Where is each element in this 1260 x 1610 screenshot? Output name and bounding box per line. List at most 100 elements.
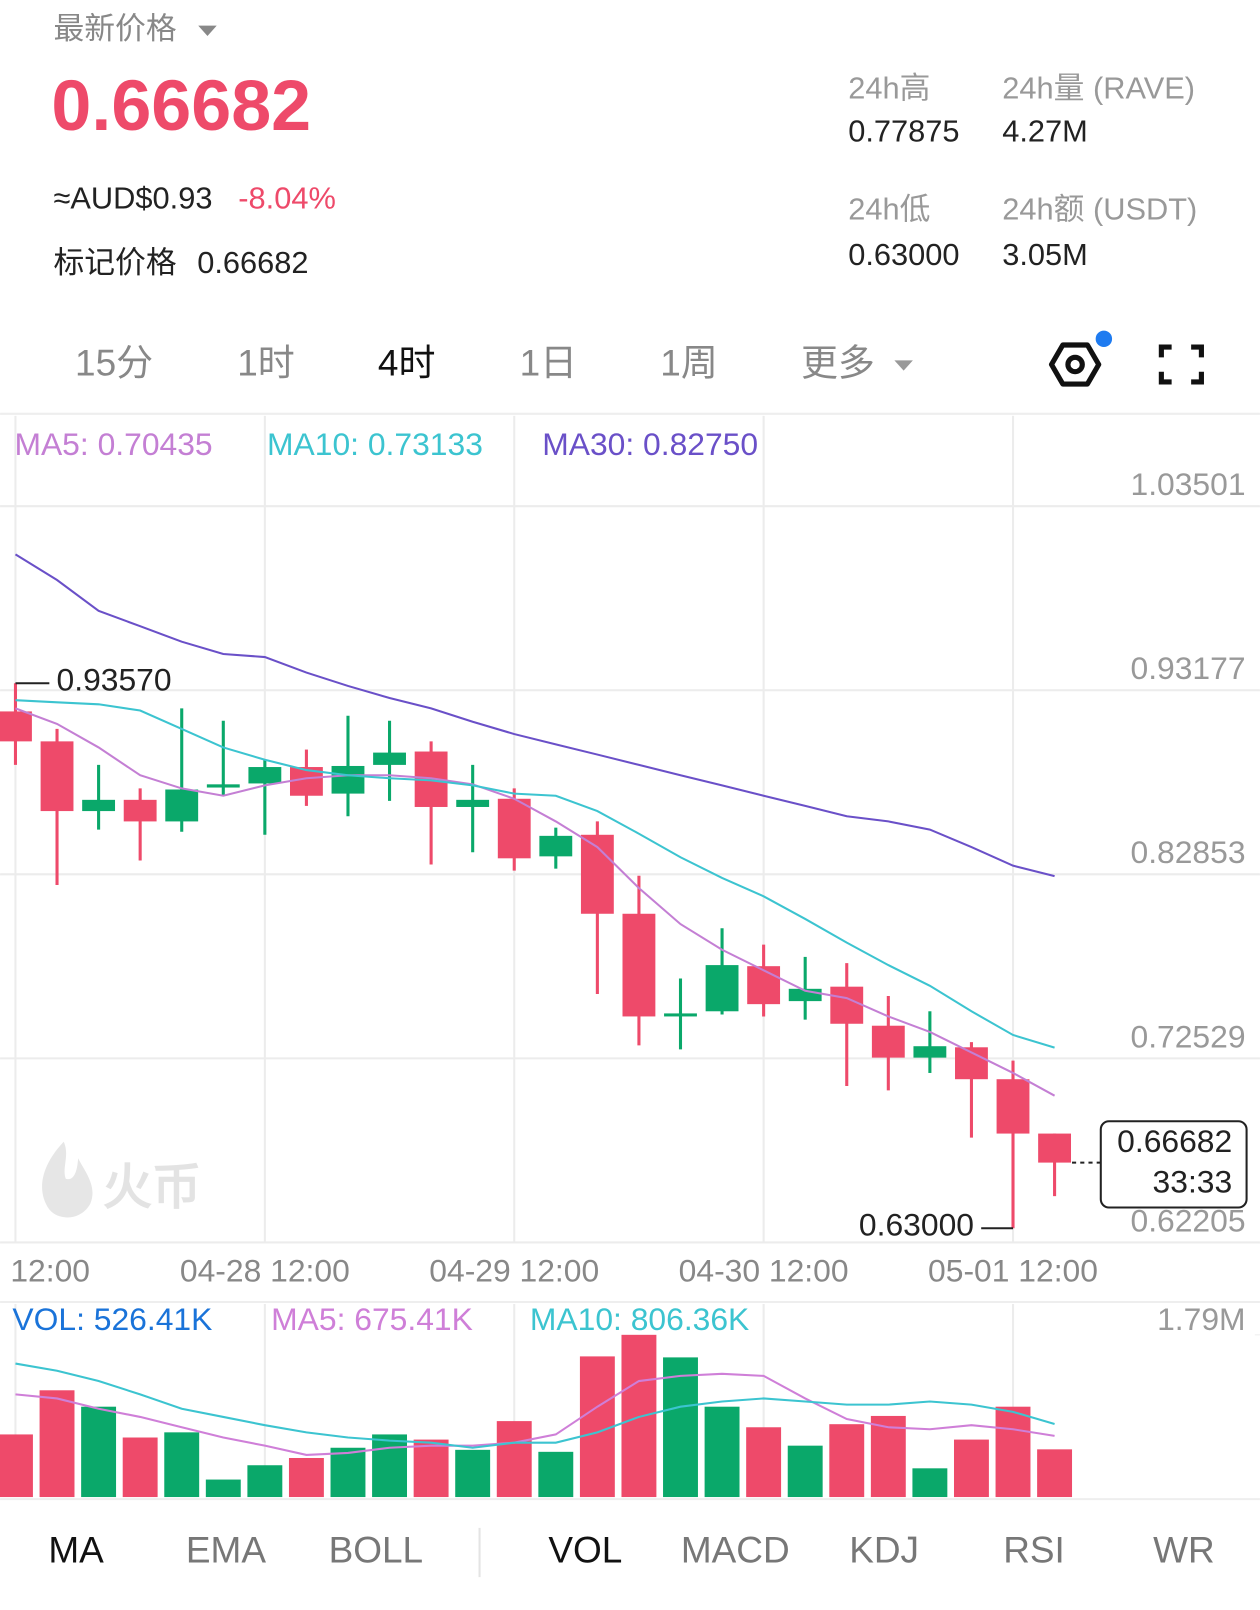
stat-label: 24h额 (USDT) [1002, 192, 1197, 227]
candle-body [830, 986, 864, 1024]
annotation: 0.63000 [859, 1207, 974, 1243]
last-price-label: 0.66682 [1117, 1123, 1232, 1159]
volume-bar [39, 1390, 75, 1498]
candle-body [373, 752, 406, 765]
volume-bar [538, 1451, 574, 1498]
volume-bar [122, 1437, 158, 1498]
volume-bar [579, 1356, 615, 1498]
settings-hex[interactable] [1048, 342, 1102, 387]
candle-body [456, 799, 490, 807]
volume-bar [288, 1457, 324, 1498]
volume-bar [205, 1479, 241, 1498]
candle-body [497, 798, 531, 859]
candle-body [871, 1025, 905, 1058]
legend-entry: VOL: 526.41K [12, 1301, 212, 1337]
price-title[interactable]: 最新价格 [53, 11, 176, 46]
candle-body [622, 913, 656, 1017]
dropdown-arrow[interactable] [198, 25, 217, 36]
indicator-tab[interactable]: MACD [681, 1529, 790, 1570]
mark-price: 0.66682 [197, 245, 308, 280]
legend-entry: MA5: 0.70435 [14, 426, 212, 462]
timeframe-tab[interactable]: 更多 [801, 342, 875, 383]
volume-bar [455, 1449, 491, 1498]
more-arrow[interactable] [894, 360, 913, 371]
stat-label: 24h高 [848, 70, 930, 105]
candle-body [705, 965, 739, 1012]
volume-bar [995, 1406, 1031, 1498]
volume-bar [496, 1421, 532, 1498]
timeframe-tab[interactable]: 1周 [660, 342, 718, 383]
legend-entry: MA10: 0.73133 [267, 426, 483, 462]
volume-bar [247, 1465, 283, 1498]
candle-body [165, 789, 199, 822]
stat-value: 3.05M [1002, 237, 1088, 272]
candle-body [331, 765, 365, 794]
notice-dot [1095, 330, 1113, 348]
candle-body [123, 799, 157, 822]
fullscreen-icon[interactable] [1158, 344, 1204, 385]
x-tick-label: 04-30 12:00 [679, 1253, 849, 1289]
x-tick-label: 04-28 12:00 [180, 1253, 350, 1289]
x-tick-label: 05-01 12:00 [928, 1253, 1098, 1289]
indicator-tab[interactable]: MA [48, 1529, 104, 1570]
x-tick-label: 04-29 12:00 [429, 1253, 599, 1289]
settings-icon[interactable] [1048, 330, 1113, 387]
volume-bar [870, 1415, 906, 1498]
stat-value: 0.63000 [848, 237, 959, 272]
volume-ma-line [15, 1372, 1055, 1456]
indicator-tab[interactable]: KDJ [849, 1529, 919, 1570]
volume-bar [164, 1432, 200, 1498]
candle-body [248, 767, 282, 784]
candle-body [0, 711, 32, 742]
y-tick-label: 1.03501 [1130, 466, 1245, 502]
last-price-box [1099, 1120, 1248, 1209]
ma-line [14, 553, 1055, 878]
watermark-text: 火币 [103, 1160, 202, 1215]
candle-body [539, 835, 573, 857]
annotation: 0.93570 [57, 662, 172, 698]
fiat-price: ≈AUD$0.93 [53, 180, 212, 215]
timeframe-tab[interactable]: 1日 [520, 342, 578, 383]
candle-body [82, 799, 116, 812]
timeframe-tab[interactable]: 1时 [237, 342, 295, 383]
indicator-tab[interactable]: RSI [1003, 1529, 1065, 1570]
volume-bar [663, 1357, 698, 1498]
volume-bar [0, 1434, 33, 1498]
indicator-tab[interactable]: VOL [548, 1529, 622, 1570]
price-change: -8.04% [238, 180, 336, 215]
last-price: 0.66682 [51, 66, 311, 146]
watermark: 火币 [42, 1141, 202, 1218]
volume-bar [953, 1439, 989, 1498]
settings-core[interactable] [1065, 354, 1085, 375]
volume-bar [372, 1434, 408, 1498]
countdown: 33:33 [1153, 1163, 1233, 1199]
volume-bar [787, 1445, 823, 1498]
volume-bar [81, 1406, 117, 1498]
timeframe-tab[interactable]: 15分 [75, 342, 153, 383]
stat-value: 0.77875 [848, 114, 959, 149]
candle-body [996, 1079, 1030, 1134]
y-tick-label: 1.79M [1157, 1301, 1245, 1337]
ma-line [15, 699, 1055, 1049]
candle-body [40, 741, 74, 812]
mark-label: 标记价格 [53, 245, 176, 280]
volume-bar [829, 1424, 865, 1498]
legend-entry: MA10: 806.36K [530, 1301, 749, 1337]
candle-body [664, 1013, 697, 1017]
timeframe-tabs: 15分 1时 4时 1日 1周 更多 [75, 342, 875, 383]
legend-entry: MA30: 0.82750 [542, 426, 758, 462]
volume-ma-line [15, 1362, 1055, 1449]
stat-label: 24h低 [848, 192, 930, 227]
y-tick-label: 0.82853 [1130, 834, 1245, 870]
stat-label: 24h量 (RAVE) [1002, 70, 1195, 105]
candle-body [1038, 1133, 1072, 1163]
x-tick-label: 12:00 [10, 1253, 90, 1289]
indicator-tab[interactable]: BOLL [329, 1529, 424, 1570]
ma-line [15, 707, 1056, 1097]
indicator-tab[interactable]: WR [1153, 1529, 1215, 1570]
indicator-tab[interactable]: EMA [186, 1529, 266, 1570]
timeframe-tab[interactable]: 4时 [378, 342, 436, 383]
volume-bar [1037, 1449, 1073, 1498]
